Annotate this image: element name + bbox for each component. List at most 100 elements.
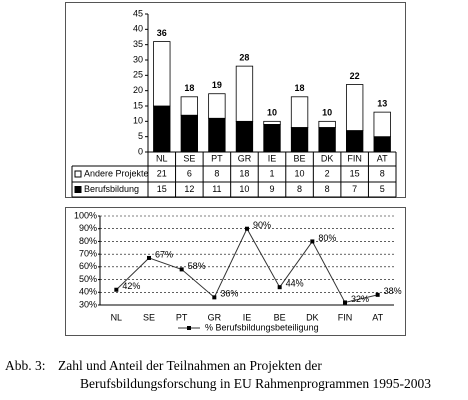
bar-segment — [345, 84, 364, 131]
table-cell: 10 — [295, 168, 305, 178]
x-tick-label: NL — [111, 312, 123, 322]
legend-swatch — [74, 186, 82, 193]
table-cell: 6 — [187, 168, 192, 178]
table-cell: 11 — [212, 184, 221, 194]
marker — [277, 285, 282, 290]
bar-segment — [318, 120, 336, 128]
value-label: 44% — [286, 279, 304, 289]
x-tick-label: BE — [274, 312, 286, 322]
y-tick-label: 90% — [79, 223, 97, 233]
marker — [212, 295, 217, 300]
y-tick-label: 10 — [133, 116, 143, 126]
bar-segment — [153, 105, 171, 153]
y-tick-label: 80% — [79, 236, 97, 246]
x-tick-label: PT — [176, 312, 188, 322]
x-tick-label: GR — [208, 312, 222, 322]
table-cell: 1 — [269, 168, 274, 178]
table-cell: 2 — [325, 168, 330, 178]
bar-segment — [208, 93, 226, 119]
table-cell: 21 — [157, 168, 167, 178]
bar-segment — [235, 120, 254, 153]
total-label: 28 — [239, 53, 249, 63]
x-tick-label: GR — [238, 153, 252, 163]
legend-label: Andere Projekte — [84, 168, 149, 178]
value-label: 58% — [188, 261, 206, 271]
legend-label: Berufsbildung — [84, 184, 139, 194]
table-cell: 15 — [350, 168, 360, 178]
value-label: 67% — [155, 249, 173, 259]
bar-segment — [373, 111, 391, 138]
bar-segment — [235, 65, 254, 122]
y-tick-label: 40 — [133, 24, 143, 34]
table-cell: 5 — [380, 184, 385, 194]
y-tick-label: 70% — [79, 249, 97, 259]
total-label: 10 — [267, 108, 277, 118]
y-tick-label: 60% — [79, 261, 97, 271]
marker — [310, 239, 315, 244]
x-tick-label: NL — [156, 153, 168, 163]
total-label: 18 — [295, 83, 305, 93]
y-tick-label: 35 — [133, 39, 143, 49]
total-label: 19 — [212, 80, 222, 90]
bar-segment — [318, 127, 336, 153]
y-tick-label: 30% — [79, 299, 97, 309]
x-tick-label: AT — [372, 312, 383, 322]
table-cell: 7 — [352, 184, 357, 194]
bar-segment — [180, 96, 198, 116]
bar-segment — [180, 114, 198, 153]
bar-segment — [345, 130, 364, 153]
y-tick-label: 40% — [79, 287, 97, 297]
y-tick-label: 45 — [133, 8, 143, 18]
value-label: 36% — [220, 289, 238, 299]
caption-line: Berufsbildungsforschung in EU Rahmenprog… — [80, 376, 431, 391]
table-cell: 8 — [325, 184, 330, 194]
table-cell: 10 — [239, 184, 249, 194]
x-tick-label: DK — [321, 153, 334, 163]
marker — [245, 226, 249, 231]
bar-segment — [290, 127, 309, 153]
total-label: 10 — [322, 108, 332, 118]
bar-segment — [373, 136, 391, 153]
y-tick-label: 20 — [133, 85, 143, 95]
marker — [375, 292, 380, 297]
x-tick-label: BE — [294, 153, 306, 163]
table-cell: 8 — [380, 168, 385, 178]
y-tick-label: 30 — [133, 54, 143, 64]
bar-segment — [208, 117, 226, 153]
total-label: 36 — [157, 28, 167, 38]
x-tick-label: FIN — [347, 153, 362, 163]
caption-label: Abb. 3: — [5, 358, 46, 373]
bar-segment — [290, 96, 309, 128]
y-tick-label: 25 — [133, 70, 143, 80]
x-tick-label: PT — [211, 153, 223, 163]
marker — [114, 287, 119, 292]
x-tick-label: SE — [143, 312, 155, 322]
x-tick-label: AT — [377, 153, 388, 163]
x-tick-label: IE — [268, 153, 277, 163]
bar-segment — [263, 120, 281, 125]
legend-marker — [187, 326, 191, 330]
total-label: 18 — [184, 83, 194, 93]
value-label: 42% — [122, 281, 140, 291]
table-cell: 8 — [297, 184, 302, 194]
x-tick-label: FIN — [338, 312, 353, 322]
value-label: 38% — [384, 286, 402, 296]
y-tick-label: 100% — [74, 210, 97, 220]
total-label: 22 — [350, 71, 360, 81]
line — [115, 227, 378, 304]
bar-segment — [153, 41, 171, 107]
legend-swatch — [74, 170, 82, 178]
marker — [179, 267, 184, 272]
x-tick-label: DK — [306, 312, 319, 322]
table-cell: 15 — [157, 184, 167, 194]
bar-segment — [263, 124, 281, 153]
marker — [343, 300, 347, 305]
total-label: 13 — [377, 99, 387, 109]
y-tick-label: 0 — [138, 146, 143, 156]
y-tick-label: 5 — [138, 131, 143, 141]
value-label: 90% — [253, 220, 271, 230]
table-cell: 18 — [239, 168, 249, 178]
x-tick-label: SE — [183, 153, 195, 163]
table-cell: 12 — [184, 184, 194, 194]
